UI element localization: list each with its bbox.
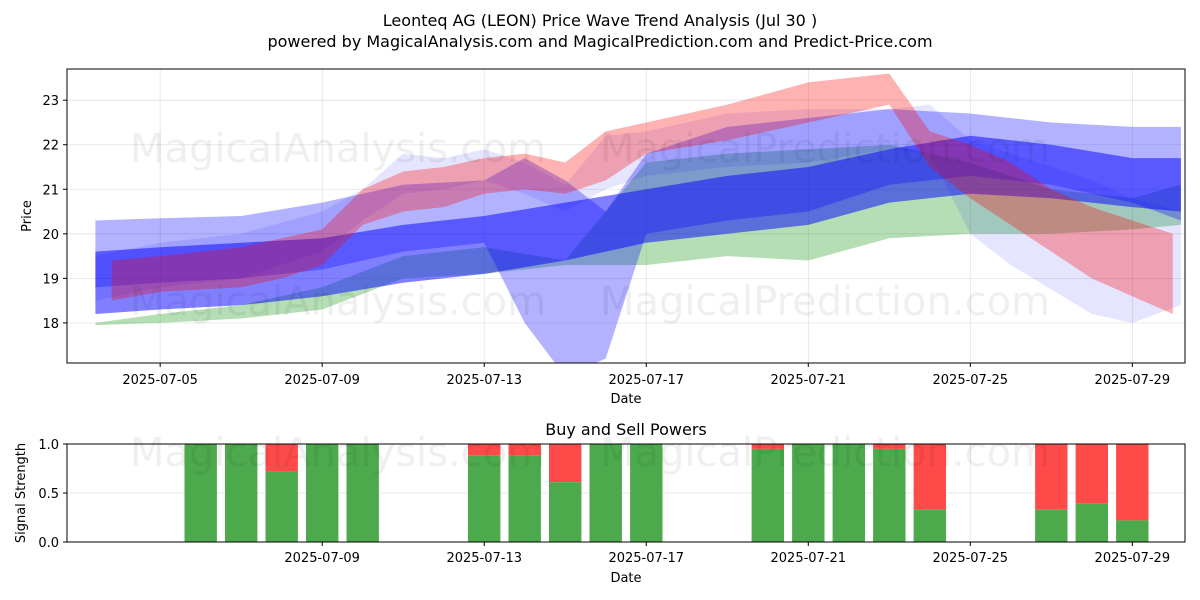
- price-x-tick-label: 2025-07-13: [446, 373, 522, 388]
- watermark-analysis-bottom: MagicalAnalysis.com: [130, 279, 546, 325]
- buy-power-bar: [225, 444, 258, 542]
- price-x-tick-label: 2025-07-29: [1095, 373, 1171, 388]
- buy-power-bar: [508, 455, 541, 542]
- signal-x-tick-label: 2025-07-17: [608, 551, 684, 566]
- buy-power-bar: [873, 448, 906, 542]
- price-y-tick-label: 21: [42, 183, 59, 198]
- price-x-tick-label: 2025-07-09: [284, 373, 360, 388]
- signal-x-axis-label: Date: [610, 571, 641, 586]
- watermark-analysis-top: MagicalAnalysis.com: [130, 126, 546, 172]
- price-wave-plot: MagicalAnalysis.com MagicalPrediction.co…: [20, 68, 1186, 407]
- buy-power-bar: [751, 448, 784, 542]
- sell-power-bar: [468, 444, 501, 456]
- price-x-tick-label: 2025-07-21: [771, 373, 847, 388]
- buy-power-bar: [589, 444, 622, 542]
- price-band-blue-trend: [95, 135, 1181, 314]
- signal-x-tick-label: 2025-07-09: [284, 551, 360, 566]
- buy-sell-title: Buy and Sell Powers: [545, 420, 707, 439]
- signal-y-axis-label: Signal Strength: [14, 443, 29, 543]
- buy-power-bar: [913, 509, 946, 542]
- watermark-prediction-signal: MagicalPrediction.com: [600, 430, 1050, 476]
- chart-title-line1: Leonteq AG (LEON) Price Wave Trend Analy…: [383, 11, 817, 30]
- price-x-axis-label: Date: [610, 392, 641, 407]
- signal-y-tick-label: 0.0: [38, 536, 59, 551]
- price-watermarks: MagicalAnalysis.com MagicalPrediction.co…: [130, 126, 1050, 325]
- price-y-tick-label: 23: [42, 94, 59, 109]
- signal-y-tick-label: 1.0: [38, 438, 59, 453]
- buy-power-bar: [630, 444, 663, 542]
- signal-watermarks: MagicalAnalysis.com MagicalPrediction.co…: [130, 430, 1050, 476]
- watermark-analysis-signal: MagicalAnalysis.com: [130, 430, 546, 476]
- price-series-layer: [95, 73, 1181, 363]
- sell-power-bar: [508, 444, 541, 456]
- sell-power-bar: [913, 444, 946, 510]
- signal-axis-ticks: 0.0 0.5 1.0 2025-07-09 2025-07-13 2025-07-17 2…: [38, 438, 1170, 566]
- price-plot-frame: [66, 68, 1186, 364]
- signal-y-tick-label: 0.5: [38, 487, 59, 502]
- sell-power-bar: [265, 444, 298, 472]
- signal-x-tick-label: 2025-07-13: [446, 551, 522, 566]
- price-y-tick-label: 19: [42, 272, 59, 287]
- price-y-tick-label: 18: [42, 317, 59, 332]
- buy-power-bar: [306, 444, 339, 542]
- price-x-tick-label: 2025-07-25: [933, 373, 1009, 388]
- buy-power-bar: [346, 444, 379, 542]
- signal-x-tick-label: 2025-07-25: [933, 551, 1009, 566]
- buy-power-bar: [549, 482, 582, 542]
- buy-power-bar: [1116, 520, 1149, 542]
- price-y-tick-label: 20: [42, 228, 59, 243]
- buy-power-bar: [265, 471, 298, 542]
- price-y-axis-label: Price: [20, 200, 35, 232]
- buy-power-bar: [468, 455, 501, 542]
- buy-power-bar: [832, 444, 865, 542]
- price-x-tick-label: 2025-07-05: [122, 373, 198, 388]
- price-y-tick-label: 22: [42, 139, 59, 154]
- sell-power-bar: [1075, 444, 1108, 504]
- sell-power-bar: [549, 444, 582, 483]
- price-axis-ticks: 18 19 20 21 22 23 2025-07-05 2025-07-09 2025-07-…: [42, 94, 1170, 388]
- buy-sell-plot: Buy and Sell Powers MagicalAnalysis.com …: [14, 420, 1186, 586]
- price-band-light-blue-band: [95, 104, 1181, 323]
- signal-bars: [184, 444, 1149, 542]
- watermark-prediction-top: MagicalPrediction.com: [600, 126, 1050, 172]
- sell-power-bar: [1035, 444, 1068, 510]
- sell-power-bar: [1116, 444, 1149, 521]
- buy-power-bar: [1035, 509, 1068, 542]
- price-x-tick-label: 2025-07-17: [608, 373, 684, 388]
- signal-x-tick-label: 2025-07-21: [771, 551, 847, 566]
- sell-power-bar: [873, 444, 906, 449]
- chart-title-line2: powered by MagicalAnalysis.com and Magic…: [267, 32, 932, 51]
- buy-power-bar: [184, 444, 217, 542]
- buy-power-bar: [792, 444, 825, 542]
- sell-power-bar: [751, 444, 784, 449]
- watermark-prediction-bottom: MagicalPrediction.com: [600, 279, 1050, 325]
- buy-power-bar: [1075, 503, 1108, 542]
- signal-x-tick-label: 2025-07-29: [1095, 551, 1171, 566]
